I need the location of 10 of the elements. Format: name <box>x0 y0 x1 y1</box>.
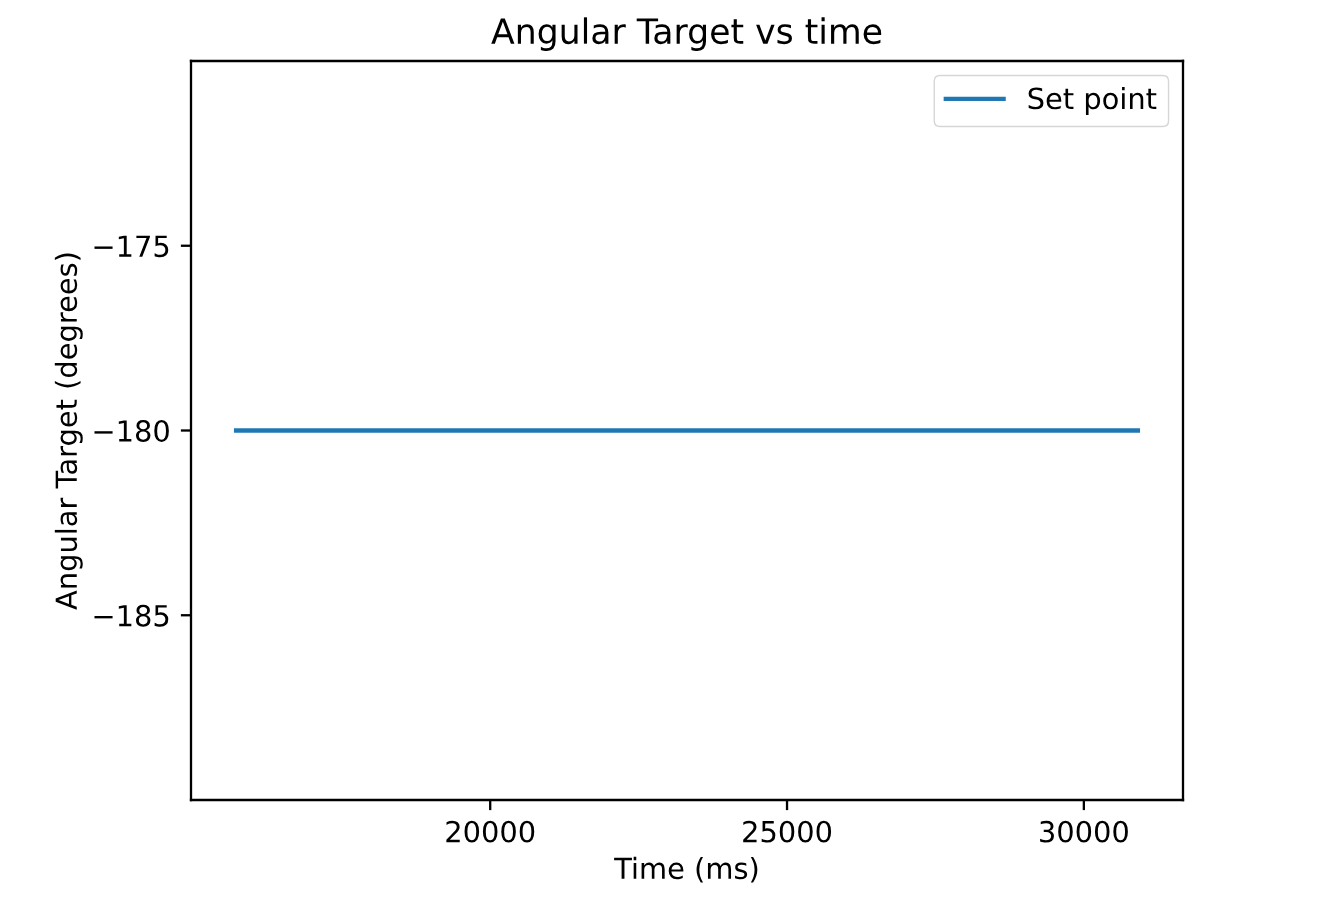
y-tick-label: −185 <box>94 604 169 627</box>
y-tick-label: −175 <box>94 235 169 258</box>
x-tick-label: 25000 <box>743 820 832 843</box>
x-axis-title: Time (ms) <box>614 856 758 883</box>
x-tick-label: 30000 <box>1040 820 1128 843</box>
y-axis-title: Angular Target (degrees) <box>54 253 83 610</box>
y-tick-label: −180 <box>94 420 169 442</box>
chart-title: Angular Target vs time <box>491 17 882 51</box>
legend-label: Set point <box>1028 87 1157 115</box>
x-tick-label: 20000 <box>446 820 535 843</box>
